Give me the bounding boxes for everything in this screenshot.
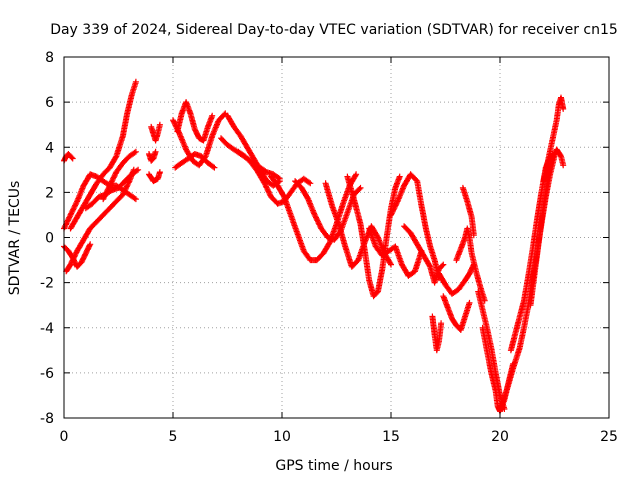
- y-tick-label: 4: [45, 140, 54, 156]
- y-tick-label: -8: [40, 411, 54, 427]
- data-arc: [218, 135, 283, 182]
- data-arc: [82, 166, 142, 212]
- data-arc: [388, 171, 442, 282]
- data-arc: [268, 171, 360, 264]
- data-arc: [174, 99, 216, 144]
- data-arc: [429, 313, 445, 354]
- data-arc: [366, 225, 425, 279]
- x-axis-label: GPS time / hours: [275, 458, 392, 474]
- y-tick-label: 0: [45, 231, 54, 247]
- y-tick-label: -4: [40, 321, 54, 337]
- data-arc: [440, 293, 473, 333]
- data-arc: [344, 173, 403, 300]
- y-axis-label: SDTVAR / TECUs: [7, 181, 23, 296]
- y-tick-label: 8: [45, 50, 54, 66]
- data-arc: [146, 148, 159, 164]
- data-arc: [148, 121, 163, 144]
- data-arc: [67, 78, 139, 232]
- data-arc: [527, 146, 567, 309]
- data-arc: [459, 184, 477, 239]
- data-arc: [401, 223, 447, 286]
- data-arc: [63, 166, 137, 275]
- x-tick-label: 25: [600, 429, 618, 445]
- y-tick-label: 6: [45, 95, 54, 111]
- y-tick-label: -2: [40, 276, 54, 292]
- data-arc: [172, 151, 218, 171]
- y-tick-label: -6: [40, 366, 54, 382]
- data-arc: [453, 225, 488, 304]
- x-tick-label: 10: [273, 429, 291, 445]
- chart-title: Day 339 of 2024, Sidereal Day-to-day VTE…: [50, 22, 618, 38]
- x-tick-label: 15: [382, 429, 400, 445]
- data-arc: [436, 261, 477, 297]
- y-tick-label: 2: [45, 185, 54, 201]
- data-arc: [146, 169, 163, 185]
- data-points: [61, 78, 567, 415]
- x-tick-label: 0: [60, 429, 69, 445]
- data-arc: [540, 94, 567, 185]
- data-arc: [475, 288, 508, 412]
- x-tick-label: 5: [169, 429, 178, 445]
- axis-ticks: 0 5 10 15 20 25 -8 -6 -4 -2 0 2 4 6 8: [40, 50, 618, 445]
- data-arc: [224, 112, 283, 189]
- x-tick-label: 20: [491, 429, 509, 445]
- data-arc: [61, 151, 76, 164]
